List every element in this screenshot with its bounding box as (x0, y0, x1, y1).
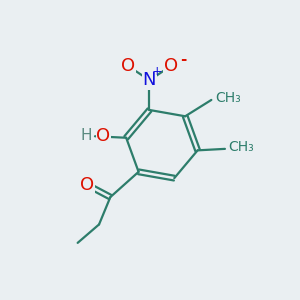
Text: CH₃: CH₃ (229, 140, 254, 154)
Text: O: O (96, 127, 110, 145)
Text: +: + (152, 65, 163, 78)
Text: O: O (121, 57, 135, 75)
Text: O: O (164, 57, 178, 75)
Text: O: O (80, 176, 94, 194)
Text: -: - (180, 52, 187, 67)
Text: CH₃: CH₃ (215, 92, 241, 105)
Text: H: H (80, 128, 92, 143)
Text: N: N (143, 71, 156, 89)
